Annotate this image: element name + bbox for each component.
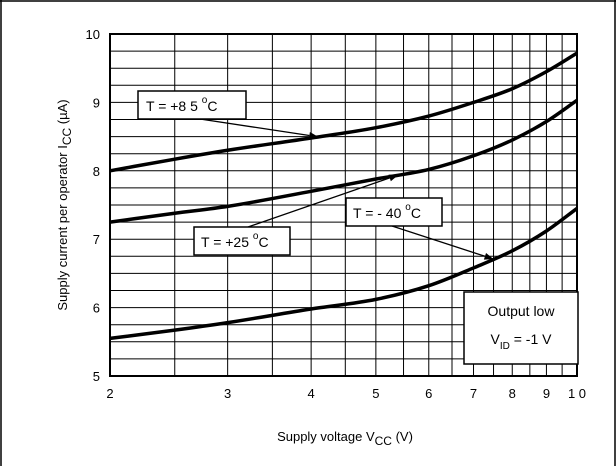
condition-line2: VID = -1 V <box>491 331 553 352</box>
annotation-plus85-text: T = +8 5 oC <box>146 95 217 114</box>
y-tick-label: 5 <box>93 369 100 384</box>
annotation-minus40: T = - 40 oC <box>345 197 443 227</box>
y-axis-label: Supply current per operator ICC (µA) <box>55 99 74 310</box>
condition-line1: Output low <box>488 303 556 319</box>
arrow-plus25-head <box>388 174 399 182</box>
arrow-plus85-shaft <box>199 118 310 137</box>
annotation-plus85: T = +8 5 oC <box>137 90 247 120</box>
series-lines <box>109 51 579 341</box>
annotation-minus40-box <box>345 197 443 227</box>
x-tick-label: 3 <box>224 386 231 401</box>
x-axis-label: Supply voltage VCC (V) <box>277 429 413 448</box>
arrow-minus40 <box>391 225 494 260</box>
annotation-plus25: T = +25 oC <box>193 226 291 256</box>
x-tick-label: 1 0 <box>568 386 586 401</box>
annotation-arrows <box>199 118 494 260</box>
annotation-plus25-box <box>193 226 291 256</box>
plot-frame-group <box>109 33 578 377</box>
arrow-plus25-shaft <box>247 177 390 228</box>
plot-frame <box>109 33 578 377</box>
x-tick-label: 6 <box>425 386 432 401</box>
annotation-plus85-box <box>137 90 247 120</box>
arrow-minus40-shaft <box>391 225 486 257</box>
x-tick-label: 9 <box>543 386 550 401</box>
annotation-minus40-text: T = - 40 oC <box>353 202 421 221</box>
condition-box: Output low VID = -1 V <box>463 291 579 365</box>
x-tick-label: 7 <box>470 386 477 401</box>
y-tick-label: 7 <box>93 232 100 247</box>
x-tick-label: 4 <box>308 386 315 401</box>
arrow-minus40-head <box>483 252 494 260</box>
arrow-plus85-head <box>308 132 319 139</box>
x-tick-label: 5 <box>372 386 379 401</box>
annotation-plus25-text: T = +25 oC <box>201 231 269 250</box>
series-line-plus85 <box>109 51 578 173</box>
y-tick-label: 6 <box>93 301 100 316</box>
y-tick-label: 10 <box>86 27 100 42</box>
series-line-minus40 <box>109 207 579 341</box>
arrow-plus25 <box>247 174 399 228</box>
series-line-plus25 <box>109 98 578 224</box>
condition-box-frame <box>463 291 579 365</box>
x-tick-label: 2 <box>106 386 113 401</box>
x-tick-label: 8 <box>509 386 516 401</box>
arrow-plus85 <box>199 118 319 139</box>
y-tick-label: 8 <box>93 164 100 179</box>
y-tick-label: 9 <box>93 95 100 110</box>
